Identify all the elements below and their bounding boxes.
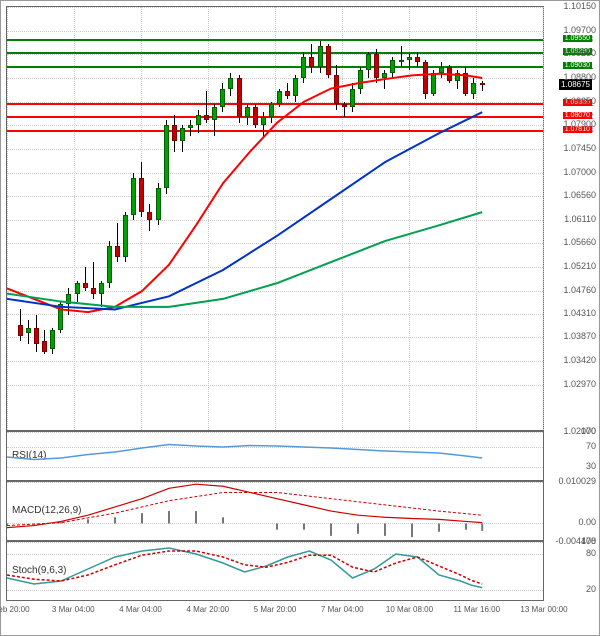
y-tick-label: 1.07450: [563, 143, 596, 153]
y-axis: 1.020701.029701.034201.038701.043101.047…: [544, 6, 599, 605]
macd-tick: 0.00: [578, 517, 596, 527]
resistance-line: [7, 66, 543, 68]
support-line: [7, 103, 543, 105]
x-tick-label: 4 Mar 20:00: [186, 605, 229, 614]
x-tick-label: 11 Mar 16:00: [453, 605, 500, 614]
rsi-tick: 70: [586, 441, 596, 451]
y-tick-label: 1.05210: [563, 261, 596, 271]
y-tick-label: 1.03870: [563, 331, 596, 341]
y-tick-label: 1.08800: [563, 72, 596, 82]
x-axis: 28 Feb 20:003 Mar 04:004 Mar 04:004 Mar …: [6, 605, 544, 630]
x-tick-label: 10 Mar 08:00: [386, 605, 433, 614]
macd-tick: 0.010029: [558, 476, 596, 486]
rsi-tick: 30: [586, 461, 596, 471]
x-tick-label: 7 Mar 04:00: [321, 605, 364, 614]
y-tick-label: 1.06110: [564, 214, 596, 224]
y-tick-label: 1.09250: [563, 48, 596, 58]
y-tick-label: 1.02970: [563, 379, 596, 389]
main-price-chart[interactable]: R11.09030R21.09290R31.09550S11.08330S21.…: [6, 6, 544, 431]
stoch-indicator-panel[interactable]: Stoch(9,6,3): [6, 541, 544, 601]
y-tick-label: 1.06560: [563, 190, 596, 200]
stoch-tick: 20: [586, 584, 596, 594]
x-tick-label: 4 Mar 04:00: [119, 605, 162, 614]
y-tick-label: 1.07900: [563, 119, 596, 129]
stoch-tick: 100: [581, 536, 596, 546]
x-tick-label: 13 Mar 00:00: [520, 605, 567, 614]
y-tick-label: 1.09700: [563, 25, 596, 35]
y-tick-label: 1.08350: [563, 96, 596, 106]
chart-area: R11.09030R21.09290R31.09550S11.08330S21.…: [6, 6, 544, 605]
y-tick-label: 1.05660: [563, 237, 596, 247]
stoch-tick: 80: [586, 548, 596, 558]
x-tick-label: 5 Mar 20:00: [254, 605, 297, 614]
x-tick-label: 3 Mar 04:00: [52, 605, 95, 614]
y-tick-label: 1.10150: [563, 1, 596, 11]
resistance-line: [7, 52, 543, 54]
rsi-tick: 100: [581, 426, 596, 436]
y-tick-label: 1.04760: [563, 285, 596, 295]
support-line: [7, 130, 543, 132]
macd-indicator-panel[interactable]: MACD(12,26,9): [6, 481, 544, 541]
y-tick-label: 1.03420: [563, 355, 596, 365]
resistance-line: [7, 39, 543, 41]
support-line: [7, 116, 543, 118]
x-tick-label: 28 Feb 20:00: [0, 605, 30, 614]
y-tick-label: 1.07000: [563, 167, 596, 177]
y-tick-label: 1.04310: [563, 308, 596, 318]
rsi-indicator-panel[interactable]: RSI(14): [6, 431, 544, 481]
